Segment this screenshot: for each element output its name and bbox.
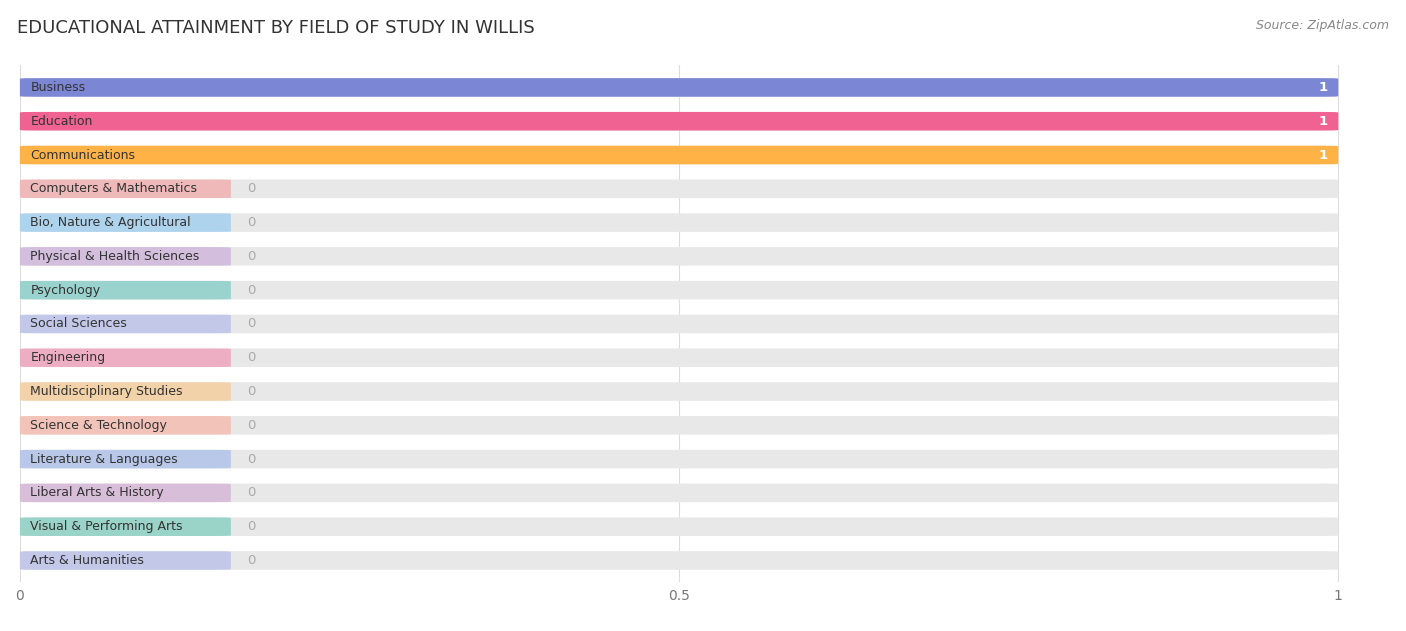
FancyBboxPatch shape [20,78,1339,97]
FancyBboxPatch shape [20,146,1339,164]
Text: 1: 1 [1319,148,1327,162]
Text: 0: 0 [246,250,254,263]
FancyBboxPatch shape [20,483,231,502]
Text: 0: 0 [246,554,254,567]
FancyBboxPatch shape [20,179,1339,198]
Text: 0: 0 [246,317,254,331]
Text: EDUCATIONAL ATTAINMENT BY FIELD OF STUDY IN WILLIS: EDUCATIONAL ATTAINMENT BY FIELD OF STUDY… [17,19,534,37]
Text: Physical & Health Sciences: Physical & Health Sciences [31,250,200,263]
Text: 0: 0 [246,351,254,364]
FancyBboxPatch shape [20,483,1339,502]
Text: 0: 0 [246,487,254,499]
Text: Psychology: Psychology [31,284,101,297]
FancyBboxPatch shape [20,551,1339,570]
Text: 0: 0 [246,419,254,432]
FancyBboxPatch shape [20,112,1339,131]
FancyBboxPatch shape [20,348,231,367]
FancyBboxPatch shape [20,281,1339,300]
FancyBboxPatch shape [20,281,231,300]
Text: 1: 1 [1319,81,1327,94]
Text: 0: 0 [246,385,254,398]
FancyBboxPatch shape [20,517,231,536]
Text: Computers & Mathematics: Computers & Mathematics [31,182,197,196]
FancyBboxPatch shape [20,112,1339,131]
Text: 0: 0 [246,520,254,533]
FancyBboxPatch shape [20,517,1339,536]
FancyBboxPatch shape [20,450,1339,468]
FancyBboxPatch shape [20,247,231,266]
Text: Social Sciences: Social Sciences [31,317,127,331]
FancyBboxPatch shape [20,146,1339,164]
FancyBboxPatch shape [20,213,1339,232]
FancyBboxPatch shape [20,315,231,333]
FancyBboxPatch shape [20,416,231,435]
Text: Communications: Communications [31,148,135,162]
FancyBboxPatch shape [20,450,231,468]
Text: Visual & Performing Arts: Visual & Performing Arts [31,520,183,533]
FancyBboxPatch shape [20,382,1339,401]
Text: 0: 0 [246,182,254,196]
Text: Science & Technology: Science & Technology [31,419,167,432]
Text: 0: 0 [246,216,254,229]
Text: Source: ZipAtlas.com: Source: ZipAtlas.com [1256,19,1389,32]
Text: 1: 1 [1319,115,1327,127]
Text: Business: Business [31,81,86,94]
FancyBboxPatch shape [20,247,1339,266]
FancyBboxPatch shape [20,416,1339,435]
Text: Liberal Arts & History: Liberal Arts & History [31,487,165,499]
Text: Literature & Languages: Literature & Languages [31,452,179,466]
Text: 0: 0 [246,284,254,297]
FancyBboxPatch shape [20,551,231,570]
Text: Multidisciplinary Studies: Multidisciplinary Studies [31,385,183,398]
Text: Education: Education [31,115,93,127]
FancyBboxPatch shape [20,179,231,198]
FancyBboxPatch shape [20,213,231,232]
FancyBboxPatch shape [20,348,1339,367]
Text: Arts & Humanities: Arts & Humanities [31,554,145,567]
FancyBboxPatch shape [20,78,1339,97]
Text: 0: 0 [246,452,254,466]
FancyBboxPatch shape [20,382,231,401]
Text: Bio, Nature & Agricultural: Bio, Nature & Agricultural [31,216,191,229]
Text: Engineering: Engineering [31,351,105,364]
FancyBboxPatch shape [20,315,1339,333]
